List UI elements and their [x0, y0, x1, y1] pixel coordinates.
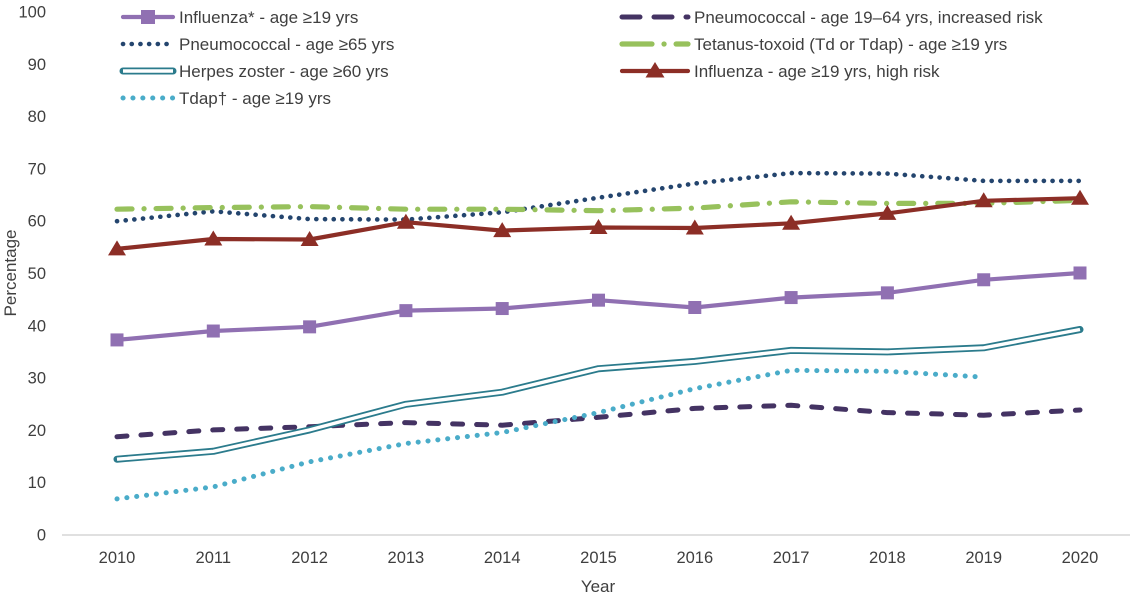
data-point-marker [206, 324, 220, 338]
data-point-marker [110, 333, 124, 347]
data-point-marker [977, 273, 991, 287]
x-tick-label: 2013 [388, 549, 425, 567]
series-line [114, 402, 1083, 440]
legend-label: Pneumococcal - age 19–64 yrs, increased … [694, 8, 1043, 27]
y-tick-label: 50 [28, 265, 46, 283]
data-point-marker [1073, 266, 1087, 280]
data-point-marker [204, 230, 223, 246]
legend-item-herpes-zoster-age-60-yrs: Herpes zoster - age ≥60 yrs [119, 62, 389, 81]
data-point-marker [108, 240, 126, 256]
data-point-marker [303, 320, 317, 334]
x-tick-label: 2015 [580, 549, 617, 567]
series-influenza-age-19-yrs-high-risk [108, 189, 1089, 256]
data-point-marker [880, 286, 894, 300]
x-tick-label: 2016 [676, 549, 713, 567]
x-tick-label: 2011 [196, 549, 231, 567]
legend-item-influenza-age-19-yrs-high-risk: Influenza - age ≥19 yrs, high risk [619, 62, 940, 81]
legend-item-pneumococcal-age-65-yrs: Pneumococcal - age ≥65 yrs [120, 35, 394, 54]
series-pneumococcal-age-19-64-yrs-increased-risk [114, 402, 1083, 440]
plot-area: 0 10 20 30 40 50 60 70 80 90 100 2010 2011 2012 2013 20… [18, 4, 1130, 567]
y-tick-label: 70 [28, 160, 46, 178]
legend-marker [141, 10, 155, 24]
x-tick-label: 2010 [99, 549, 136, 567]
legend-label: Influenza - age ≥19 yrs, high risk [694, 62, 940, 81]
legend: Influenza* - age ≥19 yrs Pneumococcal - a… [119, 8, 1043, 108]
legend-label: Influenza* - age ≥19 yrs [179, 8, 358, 27]
data-point-marker [685, 219, 704, 235]
data-point-marker [495, 302, 509, 316]
data-point-marker [878, 204, 897, 220]
x-axis-title: Year [581, 577, 616, 596]
x-tick-label: 2019 [965, 549, 1002, 567]
x-tick-label: 2014 [484, 549, 521, 567]
series-influenza-age-19-yrs [110, 266, 1087, 347]
data-point-marker [1071, 189, 1089, 205]
y-tick-label: 10 [28, 474, 46, 492]
data-point-marker [592, 293, 605, 307]
y-tick-label: 30 [28, 370, 46, 388]
y-tick-label: 60 [28, 213, 46, 231]
y-tick-label: 40 [28, 317, 46, 335]
y-tick-label: 80 [28, 108, 46, 126]
x-tick-label: 2020 [1062, 549, 1099, 567]
legend-item-tdap-age-19-yrs: Tdap† - age ≥19 yrs [120, 89, 331, 108]
legend-item-pneumococcal-age-19-64-yrs-increased-risk: Pneumococcal - age 19–64 yrs, increased … [619, 8, 1043, 27]
y-tick-label: 100 [18, 4, 46, 22]
legend-label: Herpes zoster - age ≥60 yrs [179, 62, 389, 81]
data-point-marker [300, 231, 319, 247]
legend-label: Tetanus-toxoid (Td or Tdap) - age ≥19 yr… [694, 35, 1007, 54]
legend-label: Tdap† - age ≥19 yrs [179, 89, 331, 108]
y-tick-label: 90 [28, 56, 46, 74]
legend-marker [645, 62, 665, 78]
legend-label: Pneumococcal - age ≥65 yrs [179, 35, 394, 54]
data-point-marker [784, 291, 798, 305]
series-herpes-zoster-age-60-yrs [113, 326, 1084, 463]
series-line [114, 170, 1083, 224]
series-line [114, 367, 987, 502]
legend-item-tetanus-toxoid-td-or-tdap-age-19-yrs: Tetanus-toxoid (Td or Tdap) - age ≥19 yr… [619, 35, 1007, 54]
data-point-marker [589, 218, 608, 234]
data-point-marker [493, 222, 512, 238]
data-point-marker [399, 304, 413, 318]
y-tick-label: 0 [37, 527, 46, 545]
series-tdap-age-19-yrs [114, 367, 987, 502]
x-tick-label: 2018 [869, 549, 906, 567]
x-tick-label: 2012 [291, 549, 328, 567]
series-line-inner [116, 327, 1081, 461]
y-tick-label: 20 [28, 422, 46, 440]
data-point-marker [688, 300, 702, 314]
data-point-marker [974, 192, 993, 208]
data-point-marker [396, 213, 415, 229]
legend-item-influenza-age-19-yrs: Influenza* - age ≥19 yrs [120, 8, 358, 27]
series-tetanus-toxoid-td-or-tdap-age-19-yrs [114, 197, 1083, 214]
series-pneumococcal-age-65-yrs [114, 170, 1083, 224]
y-axis-title: Percentage [1, 230, 20, 317]
series-line [114, 197, 1083, 214]
x-tick-label: 2017 [773, 549, 810, 567]
data-point-marker [782, 214, 801, 230]
